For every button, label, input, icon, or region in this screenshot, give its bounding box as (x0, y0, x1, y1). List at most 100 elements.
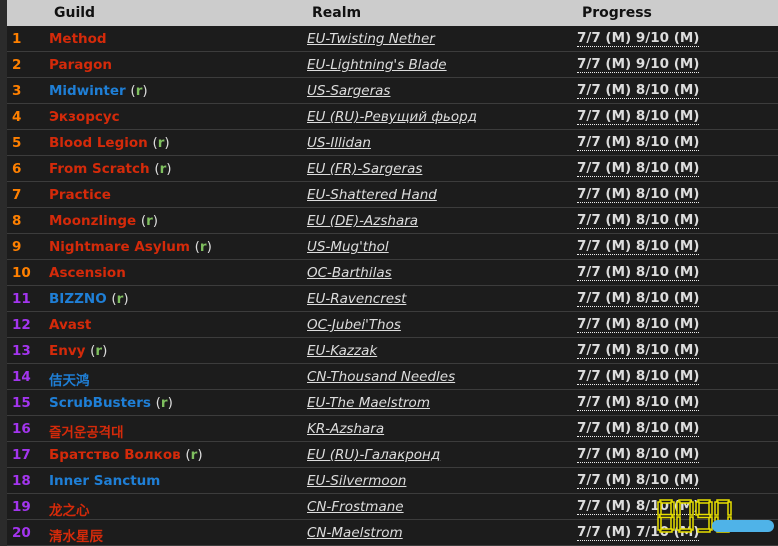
rank: 1 (12, 31, 22, 47)
progress-link[interactable]: 7/7 (M) 8/10 (M) (577, 394, 700, 411)
table-row: 11 BIZZNO (r) EU-Ravencrest 7/7 (M) 8/10 (M… (7, 286, 778, 312)
header-realm[interactable]: Realm (312, 5, 362, 21)
guild-cell: 즐거운공격대 (49, 421, 124, 441)
progress-link[interactable]: 7/7 (M) 8/10 (M) (577, 212, 700, 229)
guild-cell: Ascension (49, 265, 126, 281)
guild-cell: BIZZNO (r) (49, 291, 129, 307)
guild-link[interactable]: 즐거운공격대 (49, 425, 124, 441)
progress-link[interactable]: 7/7 (M) 8/10 (M) (577, 368, 700, 385)
realm-rank-tag: (r) (154, 161, 172, 177)
realm-link[interactable]: EU-Ravencrest (307, 291, 407, 307)
guild-cell: Midwinter (r) (49, 83, 148, 99)
table-row: 4 Экзорсус EU (RU)-Ревущий фьорд 7/7 (M) 8/… (7, 104, 778, 130)
guild-cell: From Scratch (r) (49, 161, 172, 177)
realm-rank-tag: (r) (194, 239, 212, 255)
guild-cell: Братство Волков (r) (49, 447, 203, 463)
table-row: 2 Paragon EU-Lightning's Blade 7/7 (M) 9/10… (7, 52, 778, 78)
realm-link[interactable]: US-Mug'thol (307, 239, 389, 255)
guild-link[interactable]: Method (49, 31, 107, 47)
progress-link[interactable]: 7/7 (M) 8/10 (M) (577, 290, 700, 307)
progress-link[interactable]: 7/7 (M) 8/10 (M) (577, 108, 700, 125)
progress-link[interactable]: 7/7 (M) 8/10 (M) (577, 342, 700, 359)
progress-link[interactable]: 7/7 (M) 8/10 (M) (577, 134, 700, 151)
header-guild[interactable]: Guild (54, 5, 96, 21)
rank: 15 (12, 395, 31, 411)
guild-link[interactable]: Practice (49, 187, 111, 203)
guild-cell: ScrubBusters (r) (49, 395, 173, 411)
table-row: 3 Midwinter (r) US-Sargeras 7/7 (M) 8/10 (M… (7, 78, 778, 104)
table-body: 1 Method EU-Twisting Nether 7/7 (M) 9/10 (M… (7, 26, 778, 546)
guild-link[interactable]: Moonzlinge (49, 213, 137, 229)
guild-link[interactable]: 清水星辰 (49, 529, 103, 545)
guild-link[interactable]: Inner Sanctum (49, 473, 161, 489)
realm-link[interactable]: CN-Frostmane (307, 499, 404, 515)
progress-link[interactable]: 7/7 (M) 8/10 (M) (577, 472, 700, 489)
progress-link[interactable]: 7/7 (M) 8/10 (M) (577, 498, 700, 515)
progress-link[interactable]: 7/7 (M) 8/10 (M) (577, 82, 700, 99)
guild-link[interactable]: Midwinter (49, 83, 126, 99)
header-progress[interactable]: Progress (582, 5, 652, 21)
realm-link[interactable]: CN-Maelstrom (307, 525, 403, 541)
progress-link[interactable]: 7/7 (M) 9/10 (M) (577, 56, 700, 73)
guild-link[interactable]: BIZZNO (49, 291, 107, 307)
realm-link[interactable]: EU-Shattered Hand (307, 187, 437, 203)
guild-link[interactable]: 佶天鸿 (49, 373, 90, 389)
table-row: 20 清水星辰 CN-Maelstrom 7/7 (M) 7/10 (M) (7, 520, 778, 546)
realm-link[interactable]: KR-Azshara (307, 421, 385, 437)
guild-cell: Nightmare Asylum (r) (49, 239, 212, 255)
realm-link[interactable]: US-Illidan (307, 135, 371, 151)
realm-link[interactable]: EU (FR)-Sargeras (307, 161, 423, 177)
realm-link[interactable]: EU-Lightning's Blade (307, 57, 447, 73)
guild-cell: Paragon (49, 57, 112, 73)
realm-link[interactable]: EU-Kazzak (307, 343, 378, 359)
rank: 4 (12, 109, 22, 125)
table-header: Guild Realm Progress (7, 0, 778, 26)
guild-link[interactable]: Экзорсус (49, 109, 120, 125)
realm-rank-tag: (r) (130, 83, 148, 99)
realm-link[interactable]: EU (DE)-Azshara (307, 213, 419, 229)
rank: 7 (12, 187, 22, 203)
progress-link[interactable]: 7/7 (M) 9/10 (M) (577, 30, 700, 47)
realm-link[interactable]: CN-Thousand Needles (307, 369, 456, 385)
realm-link[interactable]: OC-Jubei'Thos (307, 317, 401, 333)
table-row: 7 Practice EU-Shattered Hand 7/7 (M) 8/10 (… (7, 182, 778, 208)
realm-link[interactable]: EU (RU)-Ревущий фьорд (307, 109, 477, 125)
guild-cell: Avast (49, 317, 91, 333)
table-row: 6 From Scratch (r) EU (FR)-Sargeras 7/7 (M)… (7, 156, 778, 182)
guild-link[interactable]: Paragon (49, 57, 112, 73)
guild-link[interactable]: Ascension (49, 265, 126, 281)
guild-cell: 清水星辰 (49, 525, 103, 545)
progress-link[interactable]: 7/7 (M) 8/10 (M) (577, 238, 700, 255)
rank: 9 (12, 239, 22, 255)
guild-link[interactable]: 龙之心 (49, 503, 90, 519)
guild-link[interactable]: Nightmare Asylum (49, 239, 190, 255)
progress-link[interactable]: 7/7 (M) 8/10 (M) (577, 264, 700, 281)
rank: 6 (12, 161, 22, 177)
rank: 2 (12, 57, 22, 73)
progress-link[interactable]: 7/7 (M) 8/10 (M) (577, 186, 700, 203)
realm-link[interactable]: OC-Barthilas (307, 265, 392, 281)
realm-link[interactable]: EU-The Maelstrom (307, 395, 430, 411)
realm-link[interactable]: EU-Twisting Nether (307, 31, 435, 47)
table-row: 8 Moonzlinge (r) EU (DE)-Azshara 7/7 (M) 8/… (7, 208, 778, 234)
guild-link[interactable]: Envy (49, 343, 86, 359)
guild-link[interactable]: From Scratch (49, 161, 150, 177)
progress-link[interactable]: 7/7 (M) 8/10 (M) (577, 446, 700, 463)
table-row: 13 Envy (r) EU-Kazzak 7/7 (M) 8/10 (M) (7, 338, 778, 364)
progress-link[interactable]: 7/7 (M) 8/10 (M) (577, 420, 700, 437)
table-row: 16 즐거운공격대 KR-Azshara 7/7 (M) 8/10 (M) (7, 416, 778, 442)
rank: 10 (12, 265, 31, 281)
table-row: 1 Method EU-Twisting Nether 7/7 (M) 9/10 (M… (7, 26, 778, 52)
realm-link[interactable]: EU-Silvermoon (307, 473, 407, 489)
guild-link[interactable]: Blood Legion (49, 135, 148, 151)
rank: 20 (12, 525, 31, 541)
progress-link[interactable]: 7/7 (M) 8/10 (M) (577, 316, 700, 333)
realm-link[interactable]: EU (RU)-Галакронд (307, 447, 441, 463)
progress-link[interactable]: 7/7 (M) 8/10 (M) (577, 160, 700, 177)
guild-link[interactable]: ScrubBusters (49, 395, 151, 411)
guild-link[interactable]: Avast (49, 317, 92, 333)
guild-link[interactable]: Братство Волков (49, 447, 181, 463)
realm-link[interactable]: US-Sargeras (307, 83, 391, 99)
guild-ranking-table: Guild Realm Progress 1 Method EU-Twisting … (7, 0, 778, 546)
progress-link[interactable]: 7/7 (M) 7/10 (M) (577, 524, 700, 541)
